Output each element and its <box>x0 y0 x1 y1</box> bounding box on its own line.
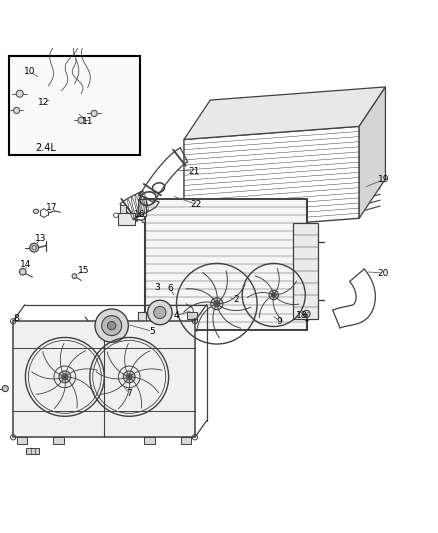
Text: 19: 19 <box>378 175 389 184</box>
Bar <box>118 213 135 225</box>
Bar <box>293 223 318 319</box>
Text: 3: 3 <box>154 282 160 292</box>
Ellipse shape <box>72 274 77 279</box>
Ellipse shape <box>95 309 128 342</box>
Ellipse shape <box>16 90 23 97</box>
Text: 5: 5 <box>149 327 155 336</box>
Text: 7: 7 <box>126 389 132 398</box>
Bar <box>26 448 39 454</box>
Ellipse shape <box>269 290 279 300</box>
Ellipse shape <box>126 374 132 380</box>
Bar <box>145 199 307 330</box>
Text: 15: 15 <box>78 266 90 276</box>
Ellipse shape <box>154 306 166 319</box>
Text: 2.4L: 2.4L <box>35 143 56 153</box>
Text: 20: 20 <box>378 269 389 278</box>
Bar <box>53 437 64 444</box>
Ellipse shape <box>142 219 145 223</box>
Polygon shape <box>359 87 385 219</box>
Ellipse shape <box>91 110 97 117</box>
Ellipse shape <box>59 371 71 383</box>
Ellipse shape <box>107 321 116 330</box>
Bar <box>144 437 155 444</box>
Ellipse shape <box>214 301 220 307</box>
Text: 4: 4 <box>174 311 179 320</box>
Bar <box>9 56 140 155</box>
Ellipse shape <box>124 371 135 383</box>
Bar <box>138 199 146 216</box>
Text: 17: 17 <box>46 203 57 212</box>
Bar <box>187 312 197 319</box>
Bar <box>13 321 195 437</box>
Ellipse shape <box>303 310 310 317</box>
Text: 13: 13 <box>35 233 46 243</box>
Text: 16: 16 <box>134 211 145 219</box>
Ellipse shape <box>30 243 39 252</box>
Bar <box>138 312 146 330</box>
Bar <box>17 437 27 444</box>
Text: 18: 18 <box>296 311 307 320</box>
Bar <box>181 437 191 444</box>
Ellipse shape <box>62 374 68 380</box>
Text: 21: 21 <box>188 166 199 175</box>
Ellipse shape <box>78 117 84 123</box>
Text: 12: 12 <box>38 98 49 107</box>
Text: 14: 14 <box>20 260 31 269</box>
Text: 11: 11 <box>82 117 93 126</box>
Polygon shape <box>184 126 359 231</box>
Text: 22: 22 <box>191 200 202 209</box>
Ellipse shape <box>14 107 20 114</box>
Ellipse shape <box>148 300 172 325</box>
Text: 10: 10 <box>24 67 35 76</box>
Ellipse shape <box>211 298 223 310</box>
Text: 1: 1 <box>304 314 310 322</box>
Text: 2: 2 <box>234 295 239 304</box>
Text: 9: 9 <box>276 317 283 326</box>
Polygon shape <box>184 87 385 140</box>
Text: 6: 6 <box>167 284 173 293</box>
Ellipse shape <box>19 269 26 275</box>
Ellipse shape <box>272 293 276 297</box>
Ellipse shape <box>2 385 8 392</box>
Ellipse shape <box>33 209 39 214</box>
Bar <box>120 205 126 213</box>
Text: 8: 8 <box>14 314 20 322</box>
Ellipse shape <box>102 316 122 336</box>
